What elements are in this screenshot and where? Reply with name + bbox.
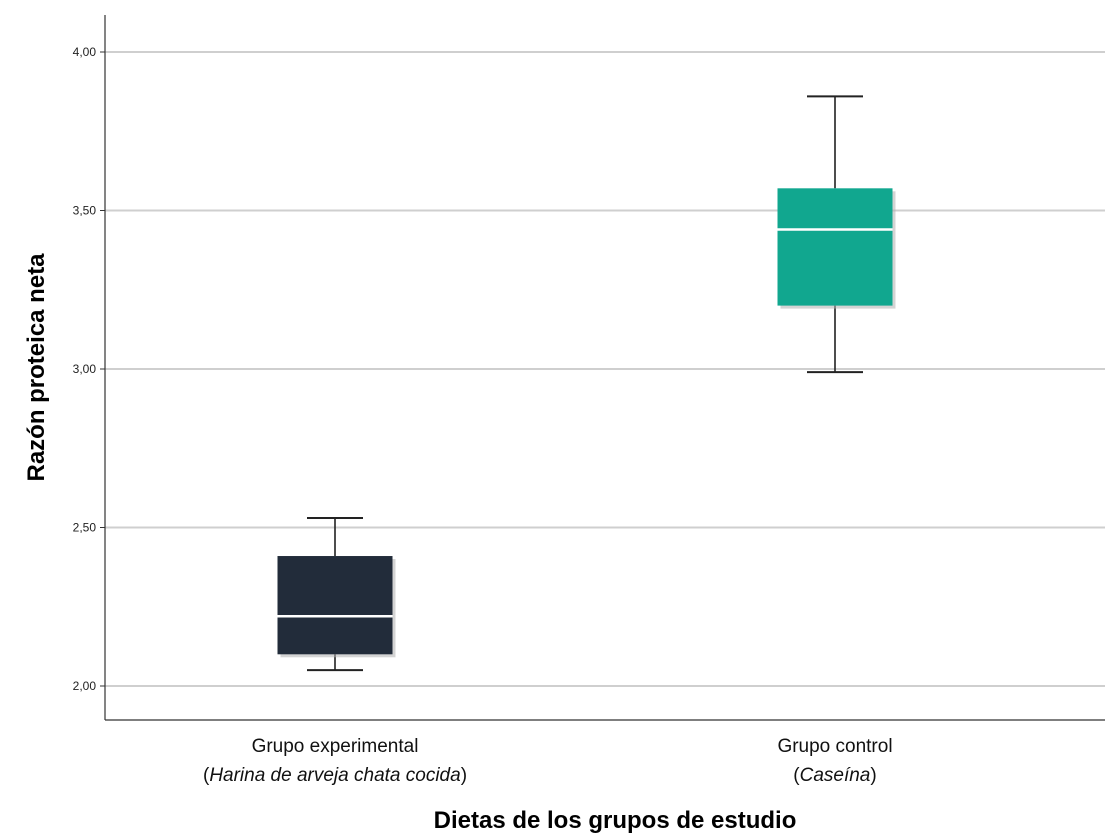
box-iqr — [277, 556, 393, 655]
category-label-line2: (Harina de arveja chata cocida) — [203, 765, 467, 786]
grid-lines — [105, 51, 1105, 687]
y-tick-label: 3,00 — [73, 362, 97, 376]
box-group — [277, 516, 396, 672]
category-label-line1: Grupo control — [777, 736, 892, 757]
y-axis-title: Razón proteica neta — [23, 253, 50, 482]
category-label-line1: Grupo experimental — [252, 736, 419, 757]
category-label-line2: (Caseína) — [793, 765, 876, 786]
boxes — [277, 95, 896, 672]
x-axis-title: Dietas de los grupos de estudio — [434, 807, 797, 834]
y-tick-label: 2,50 — [73, 521, 97, 535]
y-tick-label: 3,50 — [73, 204, 97, 218]
box-group — [777, 95, 896, 374]
box-iqr — [777, 188, 893, 306]
y-tick-label: 2,00 — [73, 679, 97, 693]
y-axis-ticks: 2,00 2,50 3,00 3,50 4,00 — [73, 45, 105, 693]
y-tick-label: 4,00 — [73, 45, 97, 59]
x-axis-category-labels: Grupo experimental (Harina de arveja chat… — [203, 736, 893, 786]
